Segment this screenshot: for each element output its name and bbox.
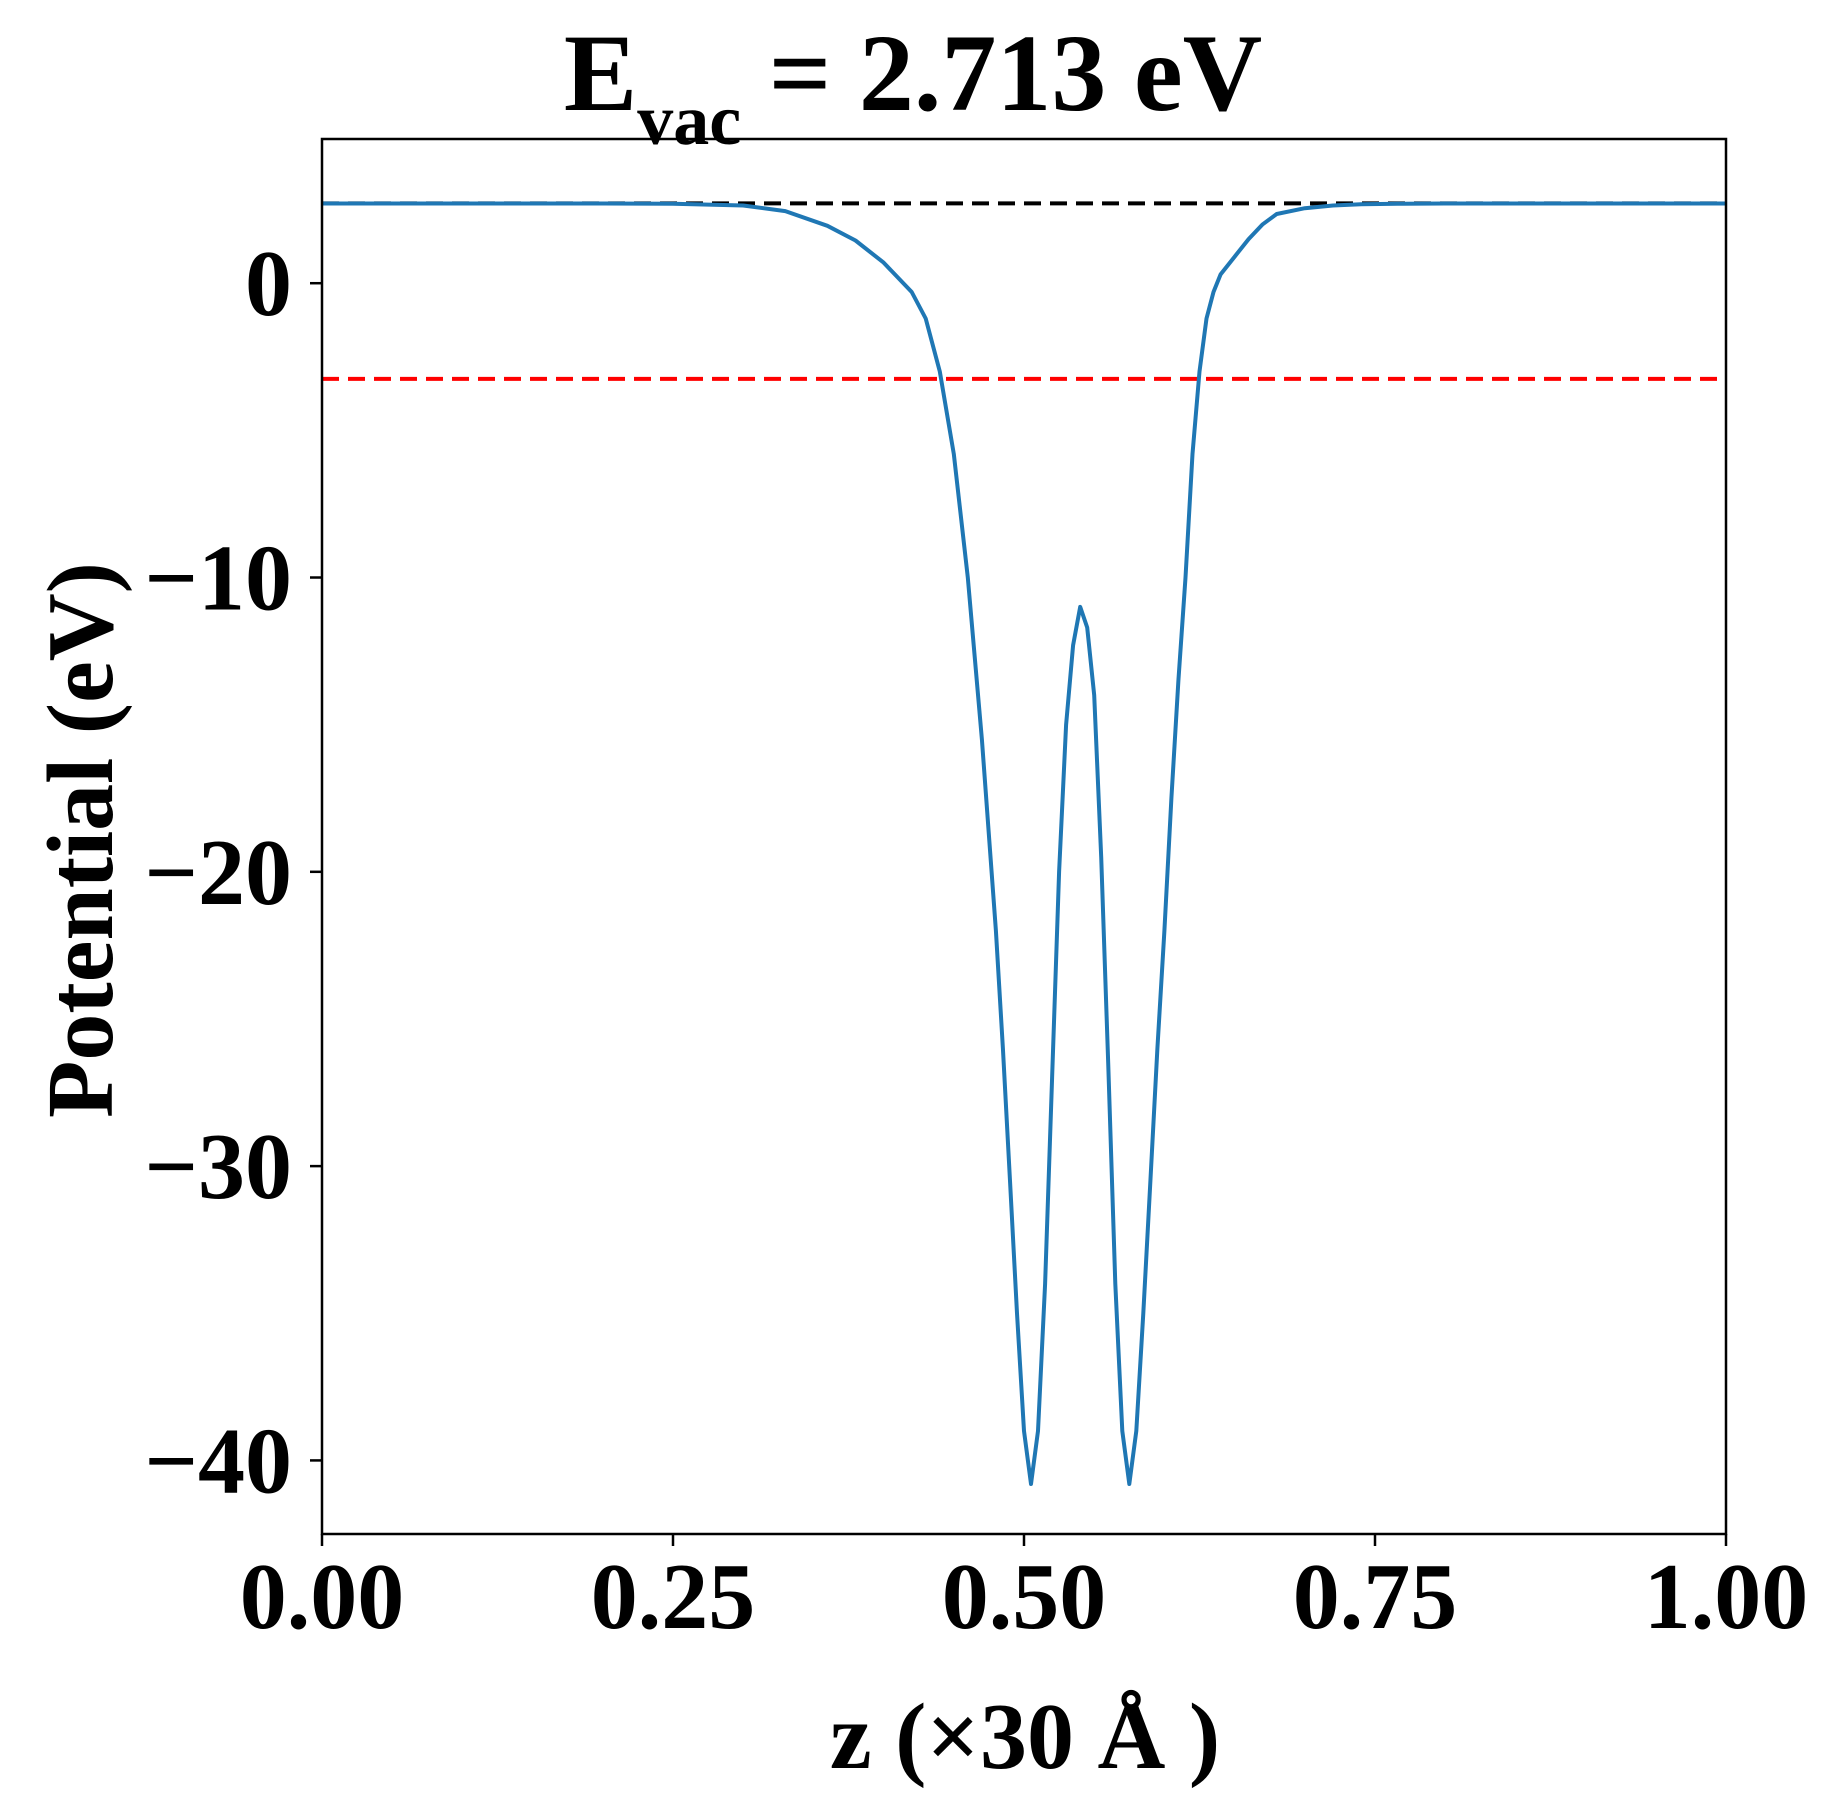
axis-ticks: 0.00 0.25 0.50 0.75 1.00 0 −10 −20 −30 −40 [144,232,1808,1649]
y-tick-label: −40 [144,1409,292,1513]
chart-title-rest: = 2.713 eV [741,12,1262,134]
y-axis-label: Potential (eV) [29,562,133,1118]
x-tick-label: 0.25 [591,1545,756,1649]
x-tick-label: 0.50 [942,1545,1107,1649]
chart-title: Evac = 2.713 eV [564,12,1262,160]
y-tick-label: −30 [144,1115,292,1219]
x-tick-label: 1.00 [1644,1545,1809,1649]
x-axis-label: z (×30 Å ) [830,1685,1220,1789]
plot-frame [320,137,1728,1536]
x-tick-label: 0.00 [240,1545,405,1649]
y-tick-label: −20 [144,821,292,925]
chart-title-main: E [564,12,637,134]
x-tick-label: 0.75 [1293,1545,1458,1649]
chart-title-subscript: vac [637,80,741,160]
series-layer [322,201,1726,1486]
y-tick-label: −10 [144,527,292,631]
reference-lines [322,201,1726,381]
series-line-0 [322,201,1726,1486]
y-tick-label: 0 [245,232,292,336]
